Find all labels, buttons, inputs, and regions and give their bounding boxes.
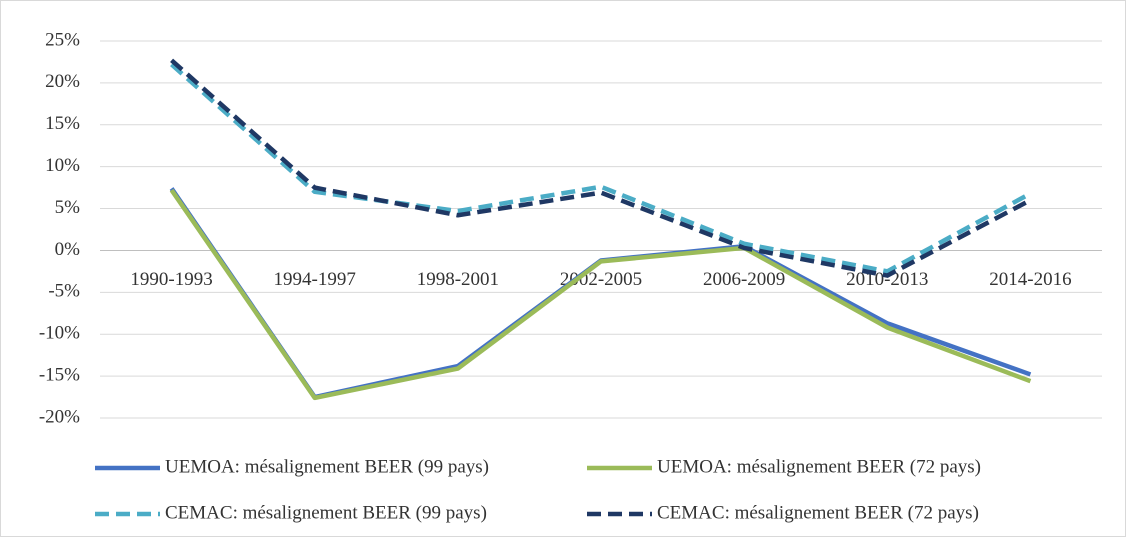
y-tick-label: 25% [45,29,80,50]
y-tick-label: -20% [39,406,80,427]
line-series [170,62,1032,274]
y-tick-label: -15% [39,364,80,385]
y-tick-label: 20% [45,71,80,92]
y-tick-label: 15% [45,113,80,134]
x-tick-label: 1990-1993 [130,269,212,290]
y-tick-label: 0% [55,239,81,260]
line-series [170,58,1032,278]
line-series [169,188,1032,401]
y-tick-label: 5% [55,197,81,218]
y-tick-label: -10% [39,323,80,344]
x-tick-label: 1994-1997 [274,269,356,290]
legend-label: CEMAC: mésalignement BEER (99 pays) [165,502,487,523]
y-tick-label: 10% [45,155,80,176]
x-tick-label: 2014-2016 [989,269,1071,290]
legend-label: UEMOA: mésalignement BEER (99 pays) [165,456,489,477]
y-tick-label: -5% [48,281,80,302]
x-tick-label: 2010-2013 [846,269,928,290]
legend-label: UEMOA: mésalignement BEER (72 pays) [657,456,981,477]
legend-label: CEMAC: mésalignement BEER (72 pays) [657,502,979,523]
x-tick-label: 2006-2009 [703,269,785,290]
x-tick-label: 1998-2001 [417,269,499,290]
